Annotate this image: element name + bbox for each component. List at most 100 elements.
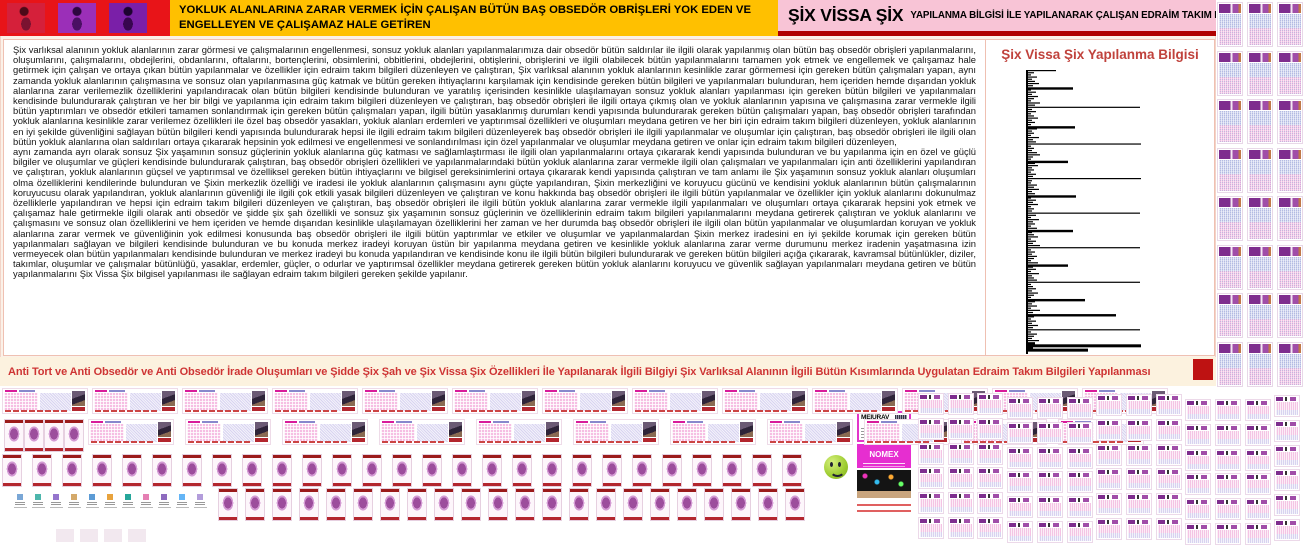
- chart-spike: [1028, 322, 1032, 324]
- chart-spike: [1028, 251, 1035, 253]
- mini-card-thumb: [918, 517, 944, 539]
- cover-thumb: [596, 488, 616, 521]
- header-title-left-text: YOKLUK ALANLARINA ZARAR VERMEK İÇİN ÇALI…: [179, 4, 751, 31]
- chart-spike: [1028, 102, 1040, 104]
- chart-spike: [1028, 188, 1039, 190]
- tiny-chart-icon: [194, 492, 207, 508]
- cover-thumb: [2, 454, 22, 487]
- mini-card-thumb: [1274, 469, 1301, 492]
- page-thumb: [1247, 293, 1273, 338]
- mini-card-thumb: [1036, 397, 1063, 419]
- nomex-card-title: NOMEX: [869, 450, 899, 459]
- page-thumb: [1247, 244, 1273, 290]
- chart-spike: [1028, 294, 1034, 296]
- mini-card-thumb: [977, 393, 1004, 415]
- mini-card-thumb: [1185, 423, 1212, 446]
- cover-thumb: [623, 488, 643, 521]
- chart-spike: [1028, 126, 1075, 129]
- page-thumb: [1277, 196, 1303, 241]
- chart-spike: [1028, 160, 1068, 164]
- chart-spike: [1028, 316, 1034, 318]
- tiny-chart-icon: [86, 492, 99, 508]
- page-thumb: [1217, 341, 1243, 387]
- mini-card-thumb: [1274, 519, 1301, 541]
- sidebar-title: Şix Vissa Şix Yapılanma Bilgisi: [1001, 47, 1199, 62]
- tiny-chart-icon: [140, 492, 153, 508]
- chart-spike: [1028, 113, 1031, 115]
- cover-thumb: [758, 488, 778, 521]
- page-thumb: [1217, 50, 1243, 96]
- mini-card-thumb: [1185, 473, 1212, 496]
- chart-spike: [1028, 244, 1040, 247]
- chart-spike: [1028, 264, 1068, 267]
- mini-card-thumb: [1036, 421, 1063, 444]
- cover-thumb: [332, 454, 352, 487]
- mini-card-thumb: [977, 492, 1004, 515]
- page-thumb: [1277, 2, 1303, 47]
- header-title-right: ŞİX VİSSA ŞİX YAPILANMA BİLGİSİ İLE YAPI…: [778, 0, 1216, 36]
- cover-thumb: [152, 454, 172, 487]
- mini-card-thumb: [977, 442, 1004, 465]
- chart-spike: [1028, 117, 1038, 119]
- mini-card-thumb: [1274, 395, 1301, 417]
- page-thumb: [1277, 244, 1303, 290]
- chart-spike: [1028, 318, 1031, 320]
- chart-spike: [1028, 327, 1033, 329]
- chart-spike: [1028, 314, 1116, 317]
- chart-spike: [1028, 311, 1033, 314]
- mini-card-thumb: [1066, 496, 1093, 519]
- cover-thumb: [542, 488, 562, 521]
- chart-spike: [1028, 143, 1141, 145]
- cover-thumb: [272, 488, 292, 521]
- cover-thumb: [434, 488, 454, 521]
- chart-spike: [1028, 89, 1031, 91]
- tiny-chart-icon: [122, 492, 135, 508]
- chart-spike: [1028, 240, 1036, 242]
- chart-spike: [1028, 147, 1034, 149]
- cover-thumb: [422, 454, 442, 487]
- cover-thumb: [392, 454, 412, 487]
- faint-thumb: [128, 529, 146, 542]
- chart-spike: [1028, 130, 1032, 132]
- mini-card-thumb: [1036, 521, 1063, 543]
- page-thumb: [1217, 293, 1243, 338]
- chart-spike: [1028, 320, 1036, 322]
- mini-card-thumb: [1244, 523, 1271, 545]
- cover-thumb: [122, 454, 142, 487]
- wide-card-thumb: [379, 419, 465, 445]
- chart-spike: [1028, 152, 1037, 154]
- cover-thumb: [461, 488, 481, 521]
- chart-spike: [1028, 119, 1032, 121]
- chart-spike: [1028, 219, 1039, 221]
- collage-card: [857, 470, 911, 498]
- body-paragraph-1: Şix varlıksal alanının yokluk alanlarını…: [13, 44, 976, 147]
- mini-card-thumb: [918, 467, 944, 490]
- cover-thumb: [92, 454, 112, 487]
- chart-spike: [1028, 162, 1035, 165]
- mini-card-thumb: [1007, 446, 1034, 469]
- mini-card-thumb: [1096, 418, 1123, 441]
- red-caption-lines: [857, 502, 911, 512]
- banner-strip: Anti Tort ve Anti Obsedör ve Anti Obsedö…: [0, 357, 1216, 386]
- chart-spike: [1028, 210, 1032, 212]
- chart-spike: [1028, 329, 1140, 331]
- mini-card-thumb: [1155, 443, 1182, 466]
- chart-spike: [1028, 309, 1040, 311]
- mini-card-thumb: [918, 492, 944, 515]
- chart-spike: [1028, 193, 1035, 195]
- mini-card-thumb: [1244, 423, 1271, 446]
- mini-card-thumb: [1036, 446, 1063, 469]
- chart-spike: [1028, 303, 1032, 305]
- nomex-card: NOMEX: [857, 444, 911, 468]
- wide-card-thumb: [573, 419, 659, 445]
- chart-spike: [1028, 186, 1034, 188]
- chart-spike: [1028, 335, 1034, 337]
- chart-spike: [1028, 348, 1088, 352]
- chart-spike: [1028, 296, 1031, 298]
- mini-card-thumb: [1125, 493, 1152, 516]
- chart-spike: [1028, 221, 1033, 223]
- chart-spike: [1028, 111, 1036, 113]
- cover-thumb: [452, 454, 472, 487]
- mini-card-thumb: [1066, 521, 1093, 543]
- chart-spike: [1028, 307, 1031, 309]
